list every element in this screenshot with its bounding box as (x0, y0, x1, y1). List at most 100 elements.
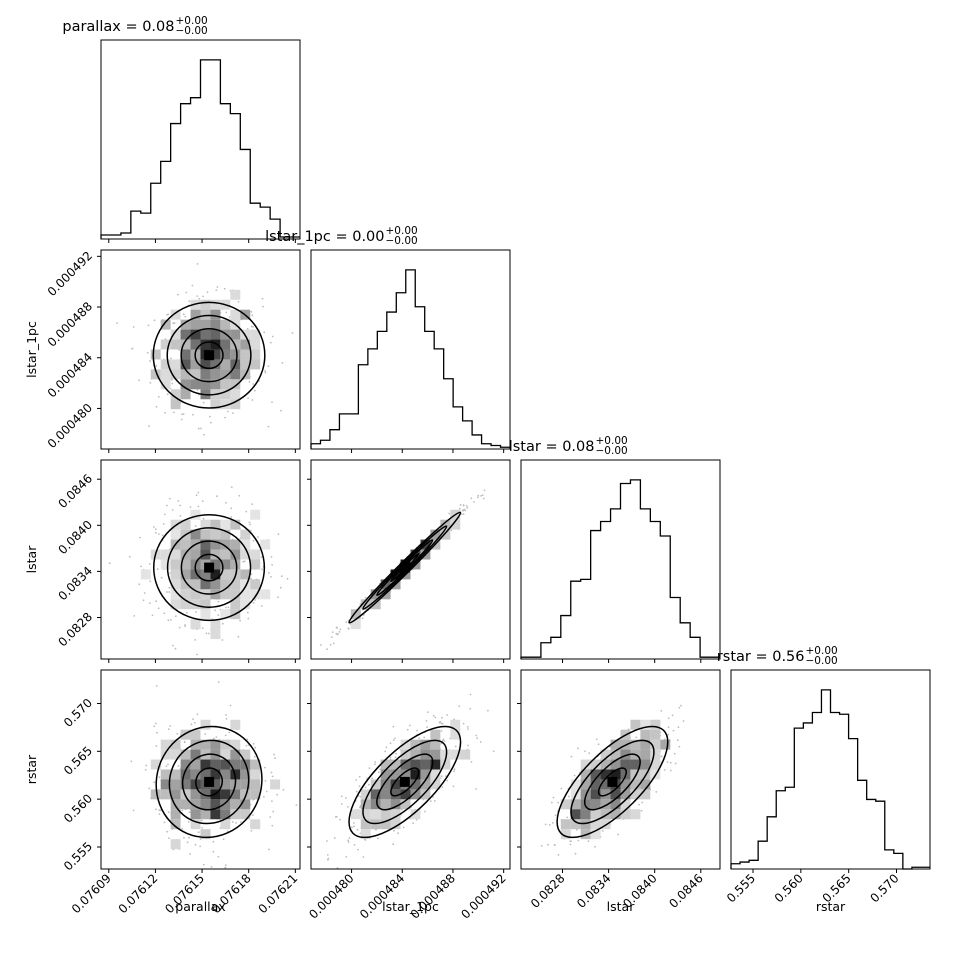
density-cell (210, 569, 221, 580)
density-cell (410, 739, 421, 750)
scatter-point (548, 824, 551, 826)
panel-frame-lstar_1pc-lstar_1pc (310, 249, 511, 450)
scatter-point (214, 609, 217, 612)
density-cell (430, 769, 441, 780)
scatter-point (209, 421, 212, 424)
scatter-point (162, 523, 165, 525)
scatter-point (357, 848, 359, 851)
scatter-point (601, 830, 604, 832)
density-cell (160, 369, 171, 380)
scatter-point (452, 785, 455, 788)
density-cell (390, 759, 401, 770)
x-axis-label-rstar: rstar (816, 899, 846, 914)
density-cell (200, 789, 211, 800)
density-cell (170, 799, 181, 810)
scatter-point (295, 804, 298, 806)
scatter-point (217, 681, 220, 683)
scatter-point (221, 639, 224, 641)
density-cell (600, 809, 611, 820)
scatter-point (250, 830, 253, 832)
scatter-point (149, 580, 152, 583)
scatter-point (179, 504, 182, 507)
density-cell (250, 339, 261, 350)
title-lstar_1pc: lstar_1pc = 0.00 +0.00−0.00 (265, 225, 418, 247)
scatter-point (263, 331, 266, 334)
density-cell (200, 739, 211, 750)
density-cell (240, 749, 251, 760)
density-cell (190, 529, 201, 540)
scatter-point (345, 797, 347, 799)
scatter-point (204, 733, 207, 735)
density-cell (570, 779, 581, 790)
scatter-point (215, 736, 218, 738)
density-cell (620, 809, 631, 820)
scatter-point (424, 810, 426, 813)
scatter-point (247, 397, 250, 399)
scatter-point (140, 565, 143, 568)
panel-frame-lstar_1pc-rstar (310, 669, 511, 870)
density-cell (210, 309, 221, 320)
scatter-point (356, 828, 359, 831)
density-cell (230, 539, 241, 550)
scatter-point (252, 326, 255, 328)
density-cell (420, 739, 431, 750)
scatter-point (180, 418, 183, 421)
scatter-point (331, 631, 334, 633)
density-cell (440, 749, 451, 760)
density-cell (220, 749, 231, 760)
scatter-point (446, 714, 448, 716)
density-cell (180, 389, 191, 400)
scatter-point (194, 722, 196, 724)
density-cell (200, 329, 211, 340)
x-tick-label: 0.000488 (408, 871, 458, 921)
density-cell (190, 549, 201, 560)
density-cell (240, 779, 251, 790)
x-tick-label: 0.07621 (255, 871, 300, 916)
scatter-point (479, 741, 482, 743)
density-cell (180, 319, 191, 330)
scatter-point (249, 523, 252, 526)
density-cell (240, 569, 251, 580)
scatter-point (252, 742, 255, 745)
contour-line (390, 767, 420, 797)
scatter-point (222, 838, 225, 841)
scatter-point (394, 737, 396, 740)
x-tick-label: 0.000480 (306, 871, 356, 921)
scatter-point (196, 388, 199, 391)
scatter-point (462, 513, 465, 515)
density-cell (210, 399, 221, 410)
density-cell (450, 719, 461, 730)
density-cell (210, 529, 221, 540)
density-cell (250, 779, 261, 790)
scatter-point (660, 710, 663, 712)
density-cell (200, 369, 211, 380)
scatter-point (108, 562, 111, 565)
contour-line (180, 328, 238, 383)
scatter-point (466, 506, 469, 509)
scatter-point (225, 717, 228, 720)
scatter-point (368, 783, 370, 786)
scatter-point (178, 349, 181, 351)
scatter-point (569, 843, 572, 846)
contour-line (166, 314, 252, 396)
density-cell (370, 589, 381, 600)
scatter-point (239, 821, 242, 823)
density-cell (190, 809, 201, 820)
scatter-point (355, 779, 357, 781)
density-cell (170, 549, 181, 560)
density-cell (350, 609, 361, 620)
scatter-point (392, 725, 395, 728)
density-cell (210, 809, 221, 820)
density-cell (240, 529, 251, 540)
scatter-point (362, 614, 365, 616)
scatter-point (189, 853, 192, 855)
x-tick-label: 0.07612 (116, 871, 161, 916)
scatter-point (172, 644, 174, 647)
density-cell (250, 559, 261, 570)
scatter-point (364, 839, 367, 841)
density-cell (200, 539, 211, 550)
scatter-point (587, 840, 590, 842)
scatter-point (209, 415, 211, 418)
density-cell (240, 809, 251, 820)
density-cell (200, 379, 211, 390)
